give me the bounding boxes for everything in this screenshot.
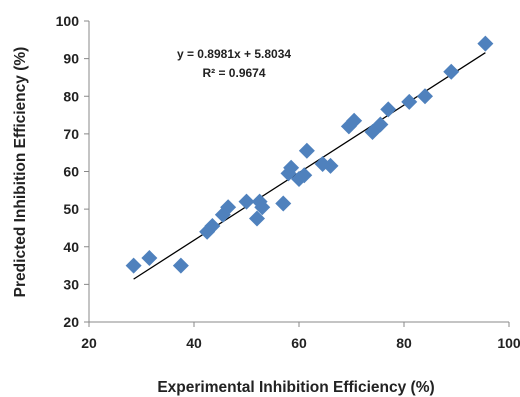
y-tick-label: 40 bbox=[63, 239, 79, 255]
data-point bbox=[125, 257, 142, 274]
data-point bbox=[401, 93, 418, 110]
y-tick-label: 70 bbox=[63, 126, 79, 142]
x-tick-label: 20 bbox=[81, 335, 97, 351]
y-tick-label: 90 bbox=[63, 51, 79, 67]
data-point bbox=[322, 157, 339, 174]
data-point bbox=[296, 167, 313, 184]
data-point bbox=[141, 250, 158, 267]
data-point bbox=[372, 116, 389, 133]
data-points bbox=[125, 35, 494, 274]
data-point bbox=[254, 199, 271, 216]
y-axis-ticks: 20 30 40 50 60 70 80 90 100 bbox=[56, 13, 89, 330]
data-point bbox=[283, 159, 300, 176]
data-point bbox=[172, 257, 189, 274]
y-tick-label: 100 bbox=[56, 13, 80, 29]
y-axis-title: Predicted Inhibition Efficiency (%) bbox=[12, 47, 29, 298]
data-point bbox=[477, 35, 494, 52]
data-point bbox=[238, 193, 255, 210]
x-tick-label: 100 bbox=[497, 335, 520, 351]
y-tick-label: 80 bbox=[63, 88, 79, 104]
plot-area: 20 30 40 50 60 70 80 90 100 20 40 60 80 100 bbox=[56, 13, 520, 351]
y-tick-label: 50 bbox=[63, 201, 79, 217]
trendline-equation: y = 0.8981x + 5.8034 bbox=[177, 47, 291, 61]
y-tick-label: 30 bbox=[63, 276, 79, 292]
data-point bbox=[220, 199, 237, 216]
data-point bbox=[346, 112, 363, 129]
x-axis-ticks: 20 40 60 80 100 bbox=[81, 322, 520, 351]
y-tick-label: 60 bbox=[63, 164, 79, 180]
data-point bbox=[204, 218, 221, 235]
y-tick-label: 20 bbox=[63, 314, 79, 330]
x-tick-label: 60 bbox=[291, 335, 307, 351]
trendline-r-squared: R² = 0.9674 bbox=[202, 66, 265, 80]
data-point bbox=[380, 101, 397, 118]
data-point bbox=[443, 63, 460, 80]
x-tick-label: 40 bbox=[186, 335, 202, 351]
data-point bbox=[298, 142, 315, 159]
trendline bbox=[133, 52, 486, 280]
x-axis-title: Experimental Inhibition Efficiency (%) bbox=[157, 379, 434, 396]
data-point bbox=[275, 195, 292, 212]
x-tick-label: 80 bbox=[396, 335, 412, 351]
data-point bbox=[249, 210, 265, 227]
data-point bbox=[417, 88, 433, 105]
